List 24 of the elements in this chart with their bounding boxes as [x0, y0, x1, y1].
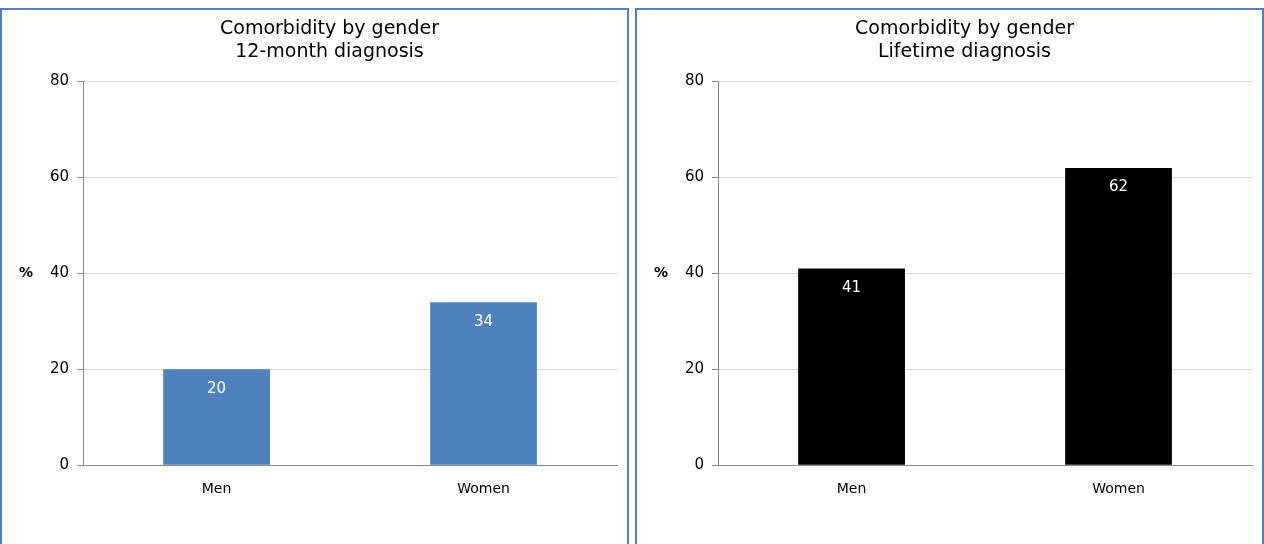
y-tick-label: 20 [684, 359, 705, 378]
data-label: 62 [1108, 177, 1129, 196]
x-tick-label: Women [457, 480, 510, 497]
y-axis-title: % [653, 264, 669, 281]
y-tick-label: 40 [684, 263, 705, 282]
chart-title: Comorbidity by gender [855, 16, 1075, 39]
data-label: 34 [473, 311, 494, 330]
y-tick-label: 20 [49, 359, 70, 378]
y-tick-label: 0 [59, 455, 70, 474]
y-tick-label: 0 [694, 455, 705, 474]
y-tick-label: 80 [684, 71, 705, 90]
y-axis-title: % [18, 264, 34, 281]
data-label: 41 [842, 278, 862, 296]
x-tick-label: Women [1092, 480, 1145, 497]
chart-subtitle: Lifetime diagnosis [878, 39, 1051, 62]
data-label: 20 [207, 378, 227, 397]
chart-subtitle: 12-month diagnosis [235, 39, 424, 62]
chart-title: Comorbidity by gender [220, 16, 440, 39]
x-tick-label: Men [836, 480, 867, 497]
y-tick-label: 60 [684, 167, 705, 186]
x-tick-label: Men [201, 480, 232, 497]
y-tick-label: 60 [49, 167, 70, 186]
y-tick-label: 40 [49, 263, 70, 282]
y-tick-label: 80 [49, 71, 70, 90]
